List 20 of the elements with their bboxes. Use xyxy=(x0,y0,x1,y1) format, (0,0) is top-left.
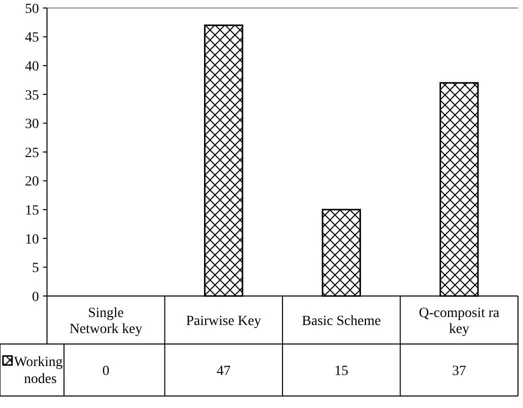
y-tick-label: 45 xyxy=(25,30,39,46)
x-tick-label: Basic Scheme xyxy=(302,314,381,329)
y-tick-label: 30 xyxy=(25,117,39,132)
data-label: 15 xyxy=(334,364,348,379)
data-label: 47 xyxy=(216,364,231,379)
legend-label: Working nodes xyxy=(14,354,63,387)
y-tick-label: 35 xyxy=(25,88,39,104)
data-label: 0 xyxy=(102,364,110,379)
y-tick-label: 15 xyxy=(25,204,39,218)
y-tick-label: 5 xyxy=(32,261,39,276)
x-tick-label: Single Network key xyxy=(70,306,142,337)
x-tick-label: Q-composit ra key xyxy=(418,306,500,337)
y-tick-label: 40 xyxy=(25,60,39,74)
y-tick-label: 10 xyxy=(25,232,39,248)
x-tick-label: Pairwise Key xyxy=(186,314,262,329)
y-tick-label: 20 xyxy=(25,174,39,190)
y-tick-label: 0 xyxy=(32,290,39,305)
y-tick-label: 25 xyxy=(25,146,39,161)
data-label: 37 xyxy=(452,364,466,379)
y-tick-label: 50 xyxy=(25,2,39,17)
